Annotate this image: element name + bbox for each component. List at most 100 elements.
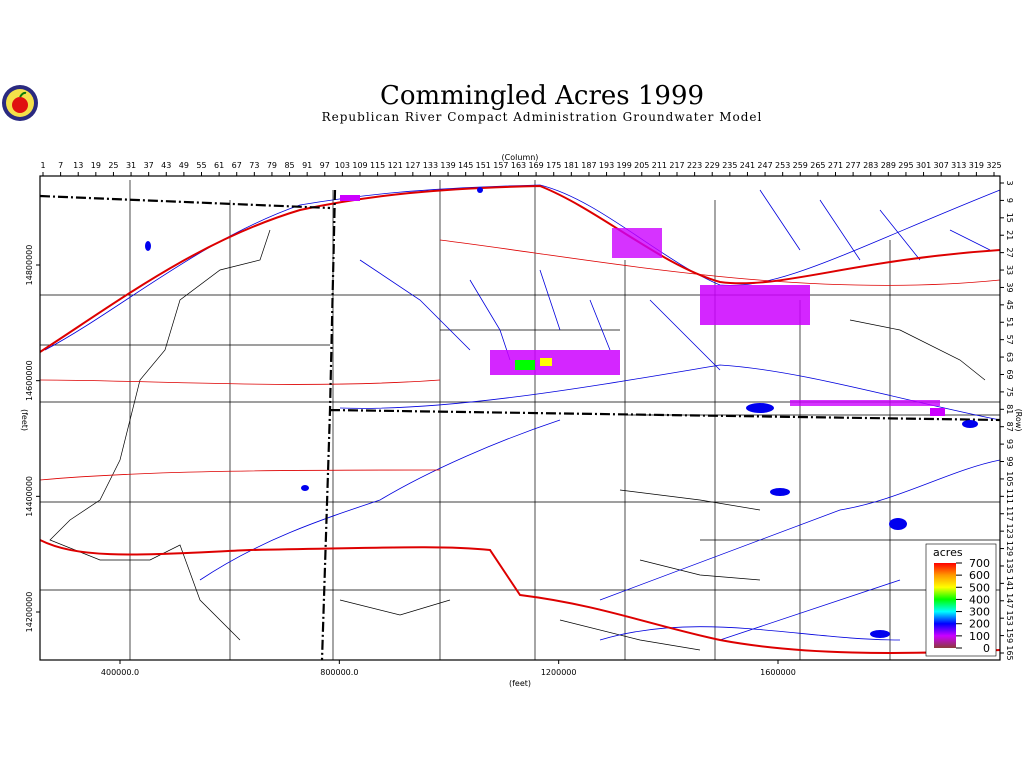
- column-tick-label: 247: [757, 161, 772, 170]
- column-tick-label: 7: [58, 161, 63, 170]
- row-tick-label: 15: [1005, 213, 1014, 223]
- rivers: [44, 184, 1001, 641]
- legend-tick-label: 0: [983, 642, 990, 655]
- column-tick-label: 289: [881, 161, 896, 170]
- column-tick-label: 199: [617, 161, 632, 170]
- row-tick-label: 57: [1005, 335, 1014, 345]
- y-tick-label: 14200000: [25, 592, 34, 633]
- column-tick-label: 271: [828, 161, 843, 170]
- column-tick-label: 235: [722, 161, 737, 170]
- column-tick-label: 169: [528, 161, 543, 170]
- row-tick-label: 21: [1005, 230, 1014, 240]
- roads: [40, 184, 1000, 654]
- logo: [2, 85, 38, 121]
- column-tick-label: 325: [986, 161, 1001, 170]
- lakes: [145, 187, 978, 638]
- row-tick-label: 9: [1005, 198, 1014, 203]
- y-axis-label: (feet): [20, 409, 29, 431]
- row-tick-label: 87: [1005, 422, 1014, 432]
- column-tick-label: 55: [196, 161, 206, 170]
- column-tick-label: 163: [511, 161, 526, 170]
- column-tick-label: 61: [214, 161, 224, 170]
- legend-tick-label: 200: [969, 618, 990, 631]
- legend-tick-label: 100: [969, 630, 990, 643]
- subtitle: Republican River Compact Administration …: [322, 110, 763, 124]
- column-tick-label: 85: [284, 161, 294, 170]
- map-frame: [39, 175, 1001, 661]
- commingled-cells: [340, 195, 945, 416]
- column-tick-label: 133: [423, 161, 438, 170]
- row-tick-label: 111: [1005, 489, 1014, 504]
- row-tick-label: 129: [1005, 541, 1014, 556]
- x-axis-label: (feet): [509, 679, 531, 688]
- y-tick-label: 14400000: [25, 476, 34, 517]
- map-features: [40, 180, 1001, 661]
- row-tick-label: 75: [1005, 387, 1014, 397]
- row-tick-label: 45: [1005, 300, 1014, 310]
- row-tick-label: 3: [1005, 180, 1014, 185]
- column-tick-label: 91: [302, 161, 312, 170]
- legend-tick-label: 400: [969, 593, 990, 606]
- column-tick-label: 145: [458, 161, 473, 170]
- column-tick-label: 127: [405, 161, 420, 170]
- column-tick-label: 79: [267, 161, 277, 170]
- row-tick-label: 81: [1005, 404, 1014, 414]
- column-tick-label: 313: [951, 161, 966, 170]
- column-tick-label: 277: [845, 161, 860, 170]
- column-tick-label: 67: [232, 161, 242, 170]
- column-tick-label: 193: [599, 161, 614, 170]
- row-tick-label: 141: [1005, 576, 1014, 591]
- title: Commingled Acres 1999: [380, 81, 704, 111]
- column-tick-label: 73: [249, 161, 259, 170]
- legend-tick-label: 500: [969, 581, 990, 594]
- column-tick-label: 139: [440, 161, 455, 170]
- x-tick-label: 400000.0: [101, 668, 139, 677]
- row-tick-label: 69: [1005, 369, 1014, 379]
- column-tick-label: 265: [810, 161, 825, 170]
- column-tick-label: 253: [775, 161, 790, 170]
- column-tick-label: 259: [793, 161, 808, 170]
- legend-color-bar: [934, 563, 956, 648]
- column-tick-label: 121: [388, 161, 403, 170]
- row-tick-label: 99: [1005, 456, 1014, 466]
- column-tick-label: 241: [740, 161, 755, 170]
- row-axis-label: (Row): [1014, 409, 1023, 432]
- column-tick-label: 205: [634, 161, 649, 170]
- column-tick-label: 43: [161, 161, 171, 170]
- row-tick-label: 117: [1005, 506, 1014, 521]
- row-tick-label: 63: [1005, 352, 1014, 362]
- column-axis-label: (Column): [502, 153, 539, 162]
- row-tick-label: 39: [1005, 282, 1014, 292]
- column-tick-label: 175: [546, 161, 561, 170]
- column-tick-label: 37: [144, 161, 154, 170]
- column-tick-label: 283: [863, 161, 878, 170]
- column-tick-label: 211: [652, 161, 667, 170]
- row-tick-label: 105: [1005, 471, 1014, 486]
- column-tick-label: 103: [335, 161, 350, 170]
- column-tick-label: 295: [898, 161, 913, 170]
- row-tick-label: 123: [1005, 524, 1014, 539]
- column-tick-label: 49: [179, 161, 189, 170]
- column-tick-label: 31: [126, 161, 136, 170]
- column-tick-label: 307: [934, 161, 949, 170]
- row-tick-label: 153: [1005, 611, 1014, 626]
- column-tick-label: 157: [493, 161, 508, 170]
- legend-tick-label: 300: [969, 606, 990, 619]
- row-tick-label: 135: [1005, 558, 1014, 573]
- legend-tick-label: 700: [969, 557, 990, 570]
- column-tick-label: 151: [476, 161, 491, 170]
- x-tick-label: 800000.0: [320, 668, 358, 677]
- column-tick-label: 319: [969, 161, 984, 170]
- row-tick-label: 159: [1005, 628, 1014, 643]
- column-tick-label: 301: [916, 161, 931, 170]
- row-tick-label: 93: [1005, 439, 1014, 449]
- column-tick-label: 19: [91, 161, 101, 170]
- row-tick-label: 165: [1005, 645, 1014, 660]
- column-tick-label: 223: [687, 161, 702, 170]
- column-tick-label: 181: [564, 161, 579, 170]
- row-tick-label: 147: [1005, 593, 1014, 608]
- legend-tick-label: 600: [969, 569, 990, 582]
- column-tick-label: 217: [669, 161, 684, 170]
- row-tick-label: 33: [1005, 265, 1014, 275]
- x-tick-label: 1200000: [541, 668, 577, 677]
